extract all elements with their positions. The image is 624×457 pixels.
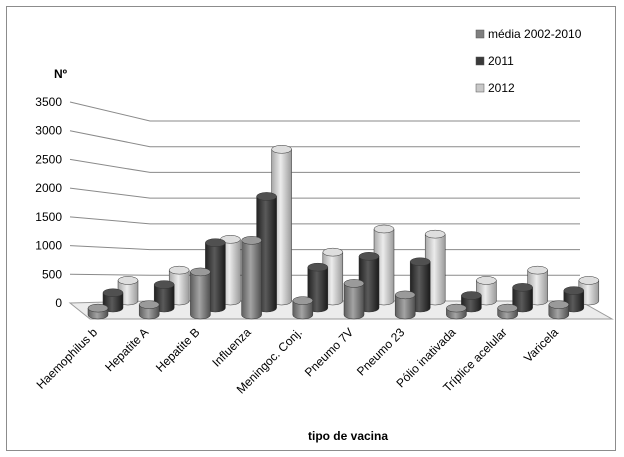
gridline [69,130,580,148]
y-axis-ticks: 0 500 1000 1500 2000 2500 3000 3500 [35,95,62,310]
bar [343,279,365,320]
gridline [69,245,580,251]
legend-swatch [475,56,485,66]
y-tick-label: 3500 [35,95,62,109]
chart-bars [87,145,600,320]
legend-swatch [475,29,485,39]
x-tick-label: Varicela [521,325,561,365]
legend-swatch [475,83,485,93]
bar [138,300,160,320]
gridline [69,216,580,225]
y-axis-label: Nº [54,67,68,81]
bar [548,300,570,320]
x-tick-label: Hepatite B [153,325,203,375]
bar [87,303,109,320]
y-tick-label: 3000 [35,124,62,138]
bar [190,267,211,320]
y-tick-label: 2000 [35,181,62,195]
y-tick-label: 500 [42,267,62,281]
x-axis-label: tipo de vacina [308,429,388,443]
x-tick-label: Influenza [209,325,254,370]
bar [512,283,533,313]
x-axis-ticks: Haemophilus b Hepatite A Hepatite B Influen… [34,325,562,396]
y-tick-label: 1500 [35,210,62,224]
gridline [69,158,580,173]
gridline [69,187,580,199]
y-tick-label: 1000 [35,239,62,253]
legend-entry: média 2002-2010 [488,27,582,41]
x-tick-label: Hepatite A [102,325,151,374]
bar [394,290,416,320]
legend: média 2002-2010 2011 2012 [475,27,582,95]
gridline [69,101,580,122]
y-tick-label: 0 [55,296,62,310]
chart-frame [6,6,616,451]
x-tick-label: Pneumo 23 [354,325,408,379]
bar [446,303,467,320]
bar [497,303,518,320]
bar [292,296,314,320]
bar [241,236,262,320]
legend-entry: 2012 [488,81,515,95]
y-tick-label: 2500 [35,152,62,166]
x-tick-label: Haemophilus b [34,325,101,392]
x-tick-label: Pneumo 7V [302,325,356,379]
legend-entry: 2011 [488,54,514,68]
